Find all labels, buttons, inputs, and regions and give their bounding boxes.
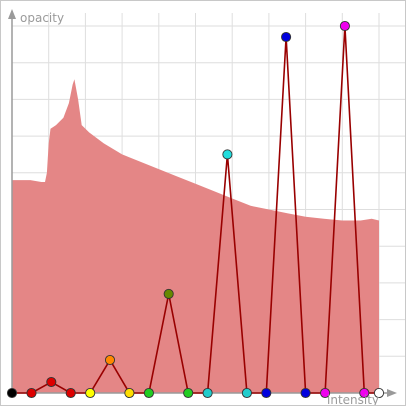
control-point[interactable] [163,288,174,299]
control-point[interactable] [222,149,233,160]
control-point[interactable] [241,387,252,399]
control-point[interactable] [85,387,96,399]
control-point[interactable] [339,20,350,32]
control-point[interactable] [143,387,154,399]
control-point[interactable] [359,387,370,399]
control-point[interactable] [202,387,213,399]
control-point[interactable] [104,354,116,366]
control-point[interactable] [320,387,331,399]
control-point[interactable] [124,387,135,399]
control-point[interactable] [65,387,76,399]
x-axis-arrow-icon [387,389,397,397]
control-point[interactable] [6,387,18,399]
y-axis-label: opacity [20,11,65,25]
control-point[interactable] [300,387,311,399]
control-point[interactable] [46,376,57,388]
control-point[interactable] [26,387,37,399]
x-axis-label: intensity [327,393,380,406]
control-point[interactable] [281,31,292,43]
histogram-area [12,79,379,393]
y-axis-arrow-icon [8,9,16,19]
control-points [6,20,385,399]
control-point[interactable] [261,387,272,399]
control-point[interactable] [373,387,385,399]
control-point[interactable] [183,387,194,399]
